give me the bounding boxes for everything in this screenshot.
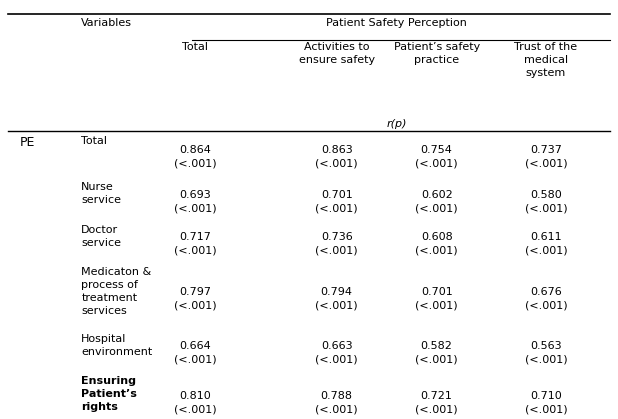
Text: 0.701
(<.001): 0.701 (<.001) xyxy=(315,190,358,213)
Text: 0.810
(<.001): 0.810 (<.001) xyxy=(174,391,216,414)
Text: 0.563
(<.001): 0.563 (<.001) xyxy=(525,341,567,365)
Text: Activities to
ensure safety: Activities to ensure safety xyxy=(298,42,375,65)
Text: 0.676
(<.001): 0.676 (<.001) xyxy=(525,287,567,310)
Text: Total: Total xyxy=(82,136,108,146)
Text: 0.582
(<.001): 0.582 (<.001) xyxy=(415,341,458,365)
Text: Variables: Variables xyxy=(82,18,132,28)
Text: 0.717
(<.001): 0.717 (<.001) xyxy=(174,232,216,256)
Text: Medicaton &
process of
treatment
services: Medicaton & process of treatment service… xyxy=(82,267,151,316)
Text: 0.608
(<.001): 0.608 (<.001) xyxy=(415,232,458,256)
Text: 0.602
(<.001): 0.602 (<.001) xyxy=(415,190,458,213)
Text: Patient’s safety
practice: Patient’s safety practice xyxy=(394,42,480,65)
Text: 0.701
(<.001): 0.701 (<.001) xyxy=(415,287,458,310)
Text: 0.664
(<.001): 0.664 (<.001) xyxy=(174,341,216,365)
Text: Trust of the
medical
system: Trust of the medical system xyxy=(514,42,577,78)
Text: 0.794
(<.001): 0.794 (<.001) xyxy=(315,287,358,310)
Text: PE: PE xyxy=(20,136,35,149)
Text: Patient Safety Perception: Patient Safety Perception xyxy=(326,18,467,28)
Text: 0.580
(<.001): 0.580 (<.001) xyxy=(525,190,567,213)
Text: Hospital
environment: Hospital environment xyxy=(82,334,153,357)
Text: 0.736
(<.001): 0.736 (<.001) xyxy=(315,232,358,256)
Text: 0.863
(<.001): 0.863 (<.001) xyxy=(315,145,358,169)
Text: 0.788
(<.001): 0.788 (<.001) xyxy=(315,391,358,414)
Text: 0.663
(<.001): 0.663 (<.001) xyxy=(315,341,358,365)
Text: 0.721
(<.001): 0.721 (<.001) xyxy=(415,391,458,414)
Text: 0.693
(<.001): 0.693 (<.001) xyxy=(174,190,216,213)
Text: r(p): r(p) xyxy=(386,119,407,129)
Text: 0.754
(<.001): 0.754 (<.001) xyxy=(415,145,458,169)
Text: Ensuring
Patient’s
rights: Ensuring Patient’s rights xyxy=(82,376,137,412)
Text: Nurse
service: Nurse service xyxy=(82,182,121,205)
Text: Total: Total xyxy=(182,42,208,52)
Text: 0.737
(<.001): 0.737 (<.001) xyxy=(525,145,567,169)
Text: 0.797
(<.001): 0.797 (<.001) xyxy=(174,287,216,310)
Text: 0.864
(<.001): 0.864 (<.001) xyxy=(174,145,216,169)
Text: 0.611
(<.001): 0.611 (<.001) xyxy=(525,232,567,256)
Text: 0.710
(<.001): 0.710 (<.001) xyxy=(525,391,567,414)
Text: Doctor
service: Doctor service xyxy=(82,225,121,248)
